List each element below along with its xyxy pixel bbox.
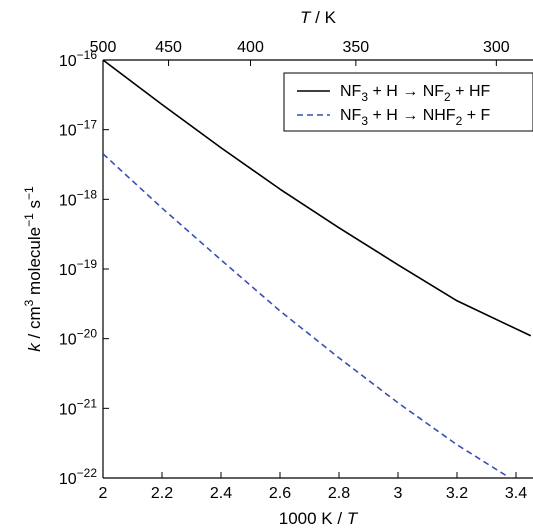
x-tick-label: 3: [394, 485, 403, 502]
x-tick-label: 2.2: [151, 485, 173, 502]
x-tick-label: 2.4: [210, 485, 232, 502]
top-tick-labels: 500 450 400 350 300: [90, 39, 510, 56]
series-layer: [103, 60, 532, 478]
top-tick-label: 300: [483, 39, 510, 56]
series-line-nhf2: [103, 153, 512, 478]
x-tick-labels: 2 2.2 2.4 2.6 2.8 3 3.2 3.4: [99, 485, 528, 502]
x-axis-label: 1000 K / T: [279, 509, 359, 528]
y-tick-label: 10−22: [59, 466, 97, 488]
x-tick-label: 3.2: [446, 485, 468, 502]
top-tick-label: 400: [237, 39, 264, 56]
x-tick-label: 3.4: [505, 485, 527, 502]
legend: NF3​ + H → NF2​ + HF NF3​ + H → NHF2​ + F: [283, 72, 533, 132]
top-axis-label: T / K: [300, 8, 337, 27]
y-tick-label: 10−16: [59, 48, 97, 70]
y-tick-label: 10−19: [59, 257, 97, 279]
x-tick-label: 2.8: [328, 485, 350, 502]
legend-box: [283, 72, 533, 132]
y-tick-label: 10−20: [59, 327, 97, 349]
y-tick-label: 10−18: [59, 187, 97, 209]
y-tick-labels: 10−22 10−21 10−20 10−19 10−18 10−17 10−16: [59, 48, 97, 488]
y-tick-label: 10−17: [59, 118, 97, 140]
legend-label: NF3​ + H → NHF2​ + F: [340, 107, 491, 128]
y-tick-label: 10−21: [59, 396, 97, 418]
series-line-nf2: [103, 60, 532, 337]
y-axis-label: k / cm3 molecule−1 s−1: [22, 186, 44, 352]
top-tick-label: 450: [155, 39, 182, 56]
tick-marks: [102, 59, 517, 479]
top-tick-label: 350: [343, 39, 370, 56]
x-tick-label: 2.6: [269, 485, 291, 502]
legend-label: NF3​ + H → NF2​ + HF: [340, 83, 491, 104]
x-tick-label: 2: [99, 485, 108, 502]
top-tick-label: 500: [90, 39, 117, 56]
